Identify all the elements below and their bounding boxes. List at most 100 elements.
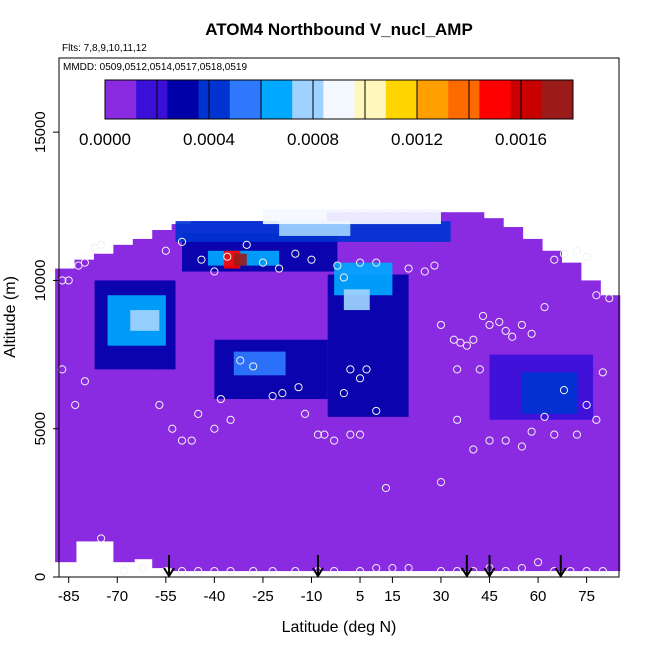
colorbar-segment [136, 80, 168, 119]
sample-point [485, 320, 494, 330]
sample-point [177, 237, 187, 246]
sample-point [453, 365, 462, 374]
y-tick-label: 15000 [32, 111, 49, 153]
dates-label: MMDD: 0509,0512,0514,0517,0518,0519 [63, 62, 247, 73]
field-column [579, 280, 601, 572]
sample-point [216, 394, 225, 404]
sample-point [71, 400, 80, 410]
sample-point [559, 386, 569, 395]
sample-point [226, 415, 235, 424]
sample-point [355, 430, 365, 439]
sample-point [330, 566, 339, 576]
sample-point [501, 326, 510, 335]
x-tick-label: 45 [481, 588, 498, 605]
heatmap-field [55, 209, 621, 572]
sample-point [582, 400, 591, 410]
sample-point [592, 415, 601, 424]
sample-point [155, 400, 164, 410]
sample-point [90, 243, 99, 252]
y-tick-label: 0 [32, 573, 49, 581]
sample-point [469, 335, 478, 344]
sample-point [582, 566, 591, 576]
sample-point [194, 566, 203, 576]
colorbar-segment [261, 80, 293, 119]
sample-point [139, 564, 148, 573]
sample-point [430, 261, 439, 270]
colorbar-segment [167, 80, 200, 119]
sample-point [346, 430, 355, 439]
sample-point [177, 566, 187, 576]
sample-point [420, 267, 429, 276]
sample-point [453, 415, 462, 424]
sample-point [559, 249, 569, 258]
y-axis: 0 5000 10000 15000 [32, 111, 59, 581]
sample-point [119, 566, 128, 576]
field-column [171, 224, 193, 572]
sample-point [339, 389, 348, 398]
x-tick-label: 60 [530, 588, 547, 605]
colorbar-segment [354, 80, 387, 119]
plot-border [58, 57, 620, 578]
sample-point [478, 311, 488, 321]
sample-point [187, 436, 196, 445]
colorbar-segment [541, 80, 574, 119]
x-tick-label: -40 [204, 588, 226, 605]
x-tick-label: 5 [356, 588, 364, 605]
sample-point [249, 362, 258, 371]
flight-arrow [312, 555, 324, 578]
heatmap-cell [130, 310, 160, 331]
sample-point [333, 261, 342, 270]
sample-point [501, 566, 510, 576]
field-column [55, 268, 77, 563]
field-column [74, 259, 96, 542]
sample-point [436, 477, 446, 487]
sample-point [598, 566, 607, 576]
sample-point [96, 240, 106, 249]
sample-point [168, 424, 177, 433]
flight-arrow [163, 555, 175, 578]
x-tick-label: -70 [106, 588, 128, 605]
sample-point [456, 338, 465, 347]
sample-point [236, 356, 245, 365]
flight-arrow [461, 555, 473, 578]
sample-point [80, 377, 89, 386]
field-column [404, 212, 427, 572]
sample-point [64, 276, 73, 285]
sample-point [453, 566, 462, 576]
sample-point [485, 436, 494, 445]
sample-point [540, 412, 549, 421]
sample-point [307, 255, 316, 264]
sample-point [242, 240, 251, 249]
sample-point [582, 252, 591, 261]
sample-point [275, 264, 284, 273]
sample-point [210, 424, 219, 433]
sample-point [550, 255, 559, 264]
sample-point [339, 273, 348, 282]
x-tick-label: -10 [301, 588, 323, 605]
flight-arrow [483, 555, 496, 578]
sample-point [194, 409, 203, 418]
sample-point [388, 564, 397, 573]
field-column [424, 212, 446, 572]
sample-point [592, 291, 601, 300]
colorbar-segment [479, 80, 512, 119]
sample-point [372, 564, 381, 573]
sample-point [291, 249, 300, 258]
sample-point [372, 406, 381, 416]
y-tick-label: 5000 [32, 412, 49, 445]
colorbar-segment [448, 80, 480, 119]
colorbar-segment [417, 80, 449, 119]
sample-point [436, 320, 446, 330]
sample-point [210, 566, 219, 576]
colorbar-tick-label: 0.0012 [391, 130, 443, 149]
colorbar-segment [323, 80, 356, 119]
chart-title: ATOM4 Northbound V_nucl_AMP [205, 20, 473, 39]
sample-point [436, 566, 446, 576]
sample-point [278, 389, 287, 398]
sample-point [449, 335, 459, 344]
heatmap-cell [279, 221, 351, 236]
field-column [191, 221, 213, 572]
x-axis: -85 -70 -55 -40 -25 -10 5 15 30 45 60 75 [58, 577, 595, 605]
sample-point [268, 566, 277, 576]
